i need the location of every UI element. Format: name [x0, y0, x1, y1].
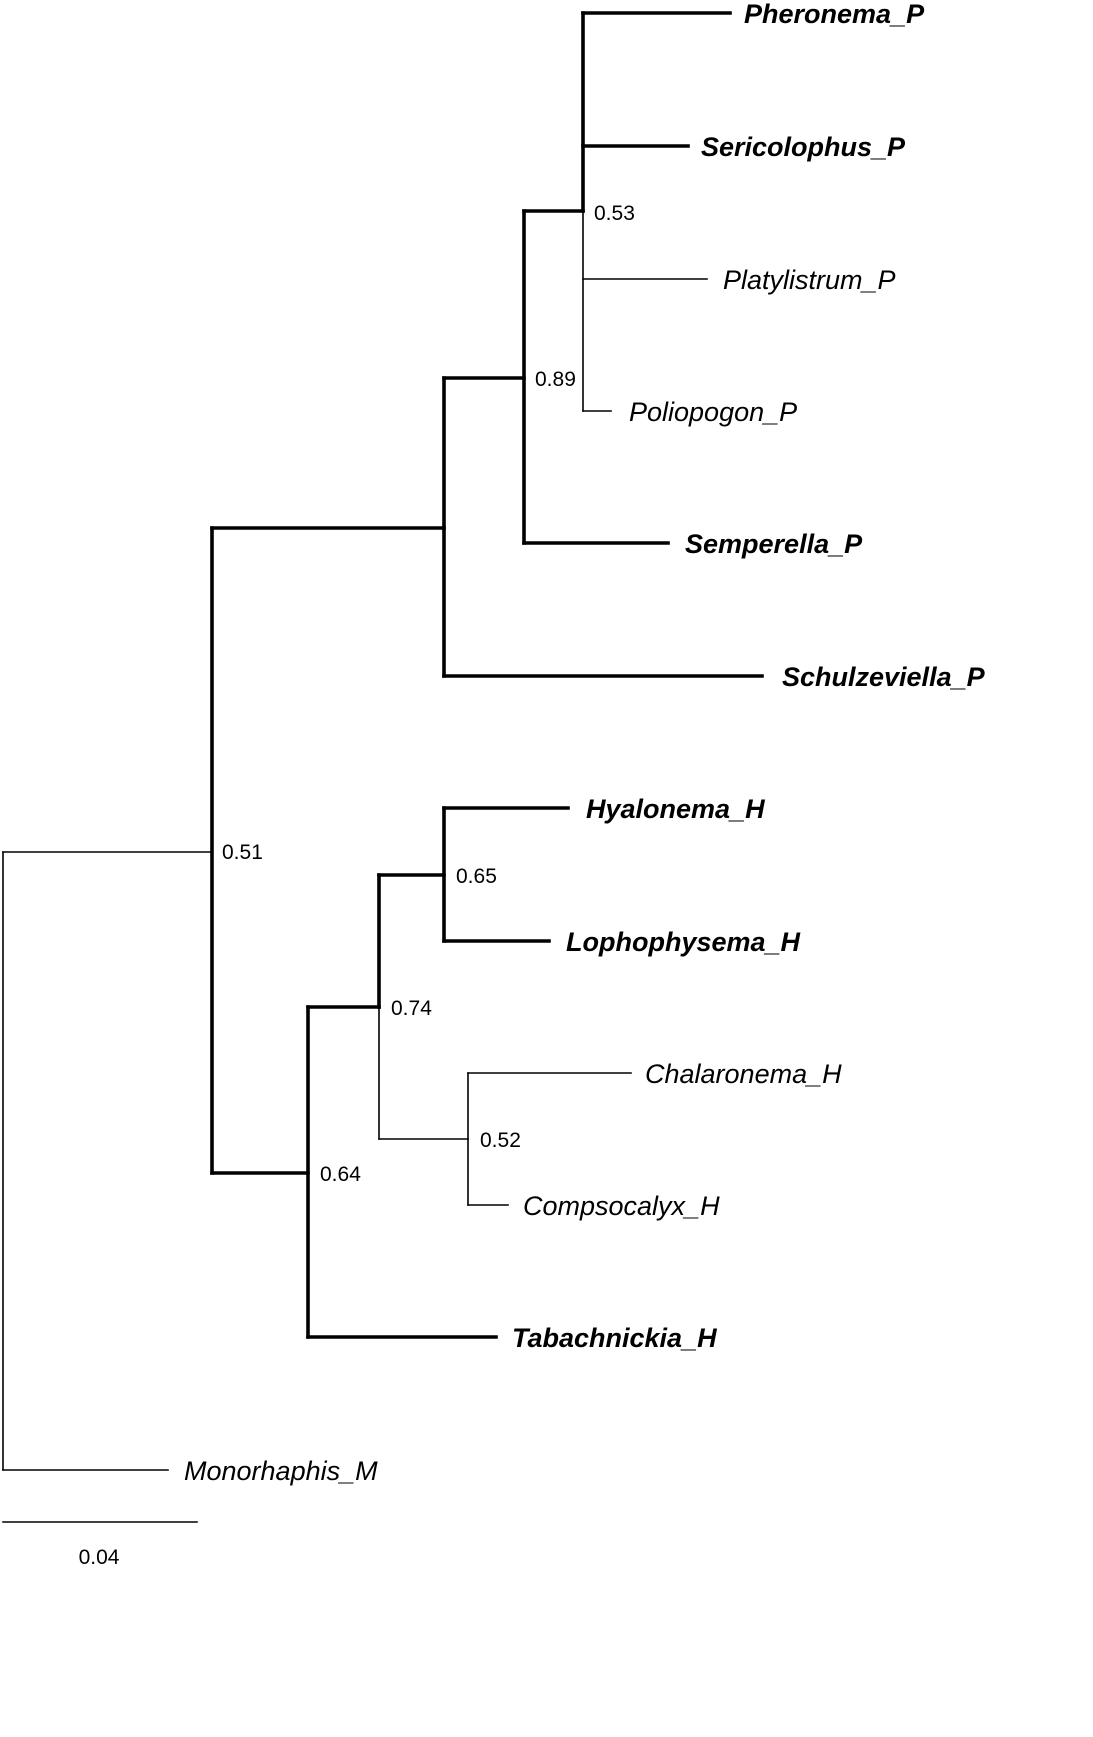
support-values: 0.53 0.89 0.51 0.65 0.74 0.52 0.64 [222, 202, 635, 1186]
tree-branches [2, 11, 764, 1471]
support-value-0-51: 0.51 [222, 841, 263, 864]
taxon-label-hyalonema: Hyalonema_H [586, 794, 765, 824]
scale-bar: 0.04 [2, 1521, 198, 1569]
support-value-0-74: 0.74 [391, 997, 432, 1020]
taxon-label-semperella: Semperella_P [685, 529, 863, 559]
taxon-label-chalaronema: Chalaronema_H [645, 1059, 842, 1089]
taxon-label-monorhaphis: Monorhaphis_M [184, 1456, 378, 1486]
taxon-label-compsocalyx: Compsocalyx_H [523, 1191, 720, 1221]
taxon-labels: Pheronema_P Sericolophus_P Platylistrum_… [184, 0, 986, 1486]
taxon-label-schulzeviella: Schulzeviella_P [782, 662, 986, 692]
support-value-0-52: 0.52 [480, 1129, 521, 1152]
taxon-label-sericolophus: Sericolophus_P [701, 132, 906, 162]
taxon-label-tabachnickia: Tabachnickia_H [512, 1323, 717, 1353]
taxon-label-poliopogon: Poliopogon_P [629, 397, 797, 427]
support-value-0-53: 0.53 [594, 202, 635, 225]
support-value-0-89: 0.89 [535, 368, 576, 391]
support-value-0-64: 0.64 [320, 1163, 361, 1186]
support-value-0-65: 0.65 [456, 865, 497, 888]
taxon-label-platylistrum: Platylistrum_P [723, 265, 896, 295]
scale-bar-label: 0.04 [79, 1546, 120, 1569]
taxon-label-pheronema: Pheronema_P [744, 0, 925, 29]
taxon-label-lophophysema: Lophophysema_H [566, 927, 801, 957]
